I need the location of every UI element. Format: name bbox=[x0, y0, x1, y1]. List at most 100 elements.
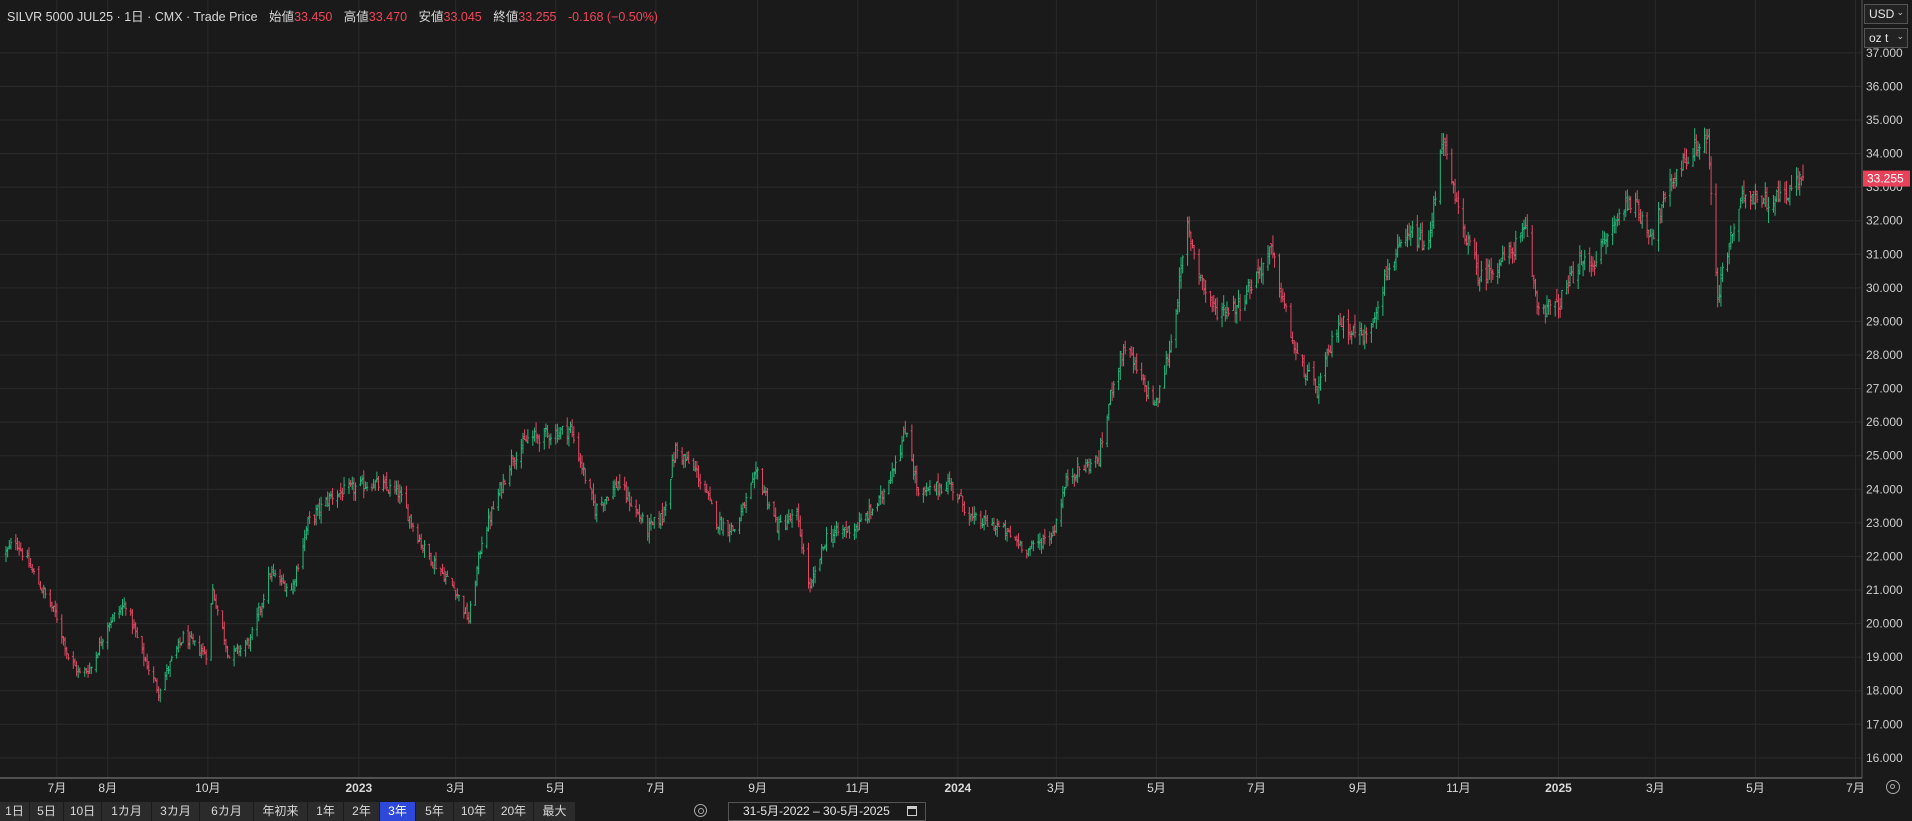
range-button-12[interactable]: 20年 bbox=[494, 802, 534, 821]
ohlc-bar bbox=[362, 470, 365, 499]
ohlc-bar bbox=[1051, 526, 1055, 537]
ohlc-bar bbox=[508, 465, 512, 487]
ohlc-bar bbox=[410, 514, 413, 529]
range-button-8[interactable]: 2年 bbox=[344, 802, 380, 821]
ohlc-bar bbox=[55, 603, 59, 623]
ohlc-bar bbox=[871, 508, 874, 516]
ohlc-bar bbox=[152, 666, 155, 684]
ohlc-bar bbox=[1060, 498, 1063, 527]
ohlc-bar bbox=[1672, 178, 1675, 189]
range-button-7[interactable]: 1年 bbox=[308, 802, 344, 821]
ohlc-bar bbox=[831, 529, 835, 548]
ohlc-bar bbox=[981, 518, 984, 529]
date-range-picker[interactable]: 31-5月-2022 – 30-5月-2025 bbox=[728, 802, 926, 821]
settings-icon[interactable] bbox=[694, 804, 707, 817]
ohlc-bar bbox=[1629, 196, 1632, 214]
ohlc-bar bbox=[1796, 167, 1800, 191]
ohlc-bar bbox=[1317, 376, 1321, 405]
ohlc-bar bbox=[1778, 180, 1782, 203]
ohlc-bar bbox=[904, 420, 907, 435]
unit-select[interactable]: oz t ⌄ bbox=[1864, 28, 1908, 48]
ohlc-bar bbox=[1004, 519, 1007, 541]
range-button-11[interactable]: 10年 bbox=[454, 802, 494, 821]
ohlc-bar bbox=[326, 491, 329, 507]
ohlc-bar bbox=[1581, 260, 1585, 277]
ohlc-bar bbox=[869, 503, 873, 520]
ohlc-bar bbox=[492, 501, 495, 510]
range-button-4[interactable]: 3カ月 bbox=[152, 802, 200, 821]
ohlc-bar bbox=[1261, 262, 1265, 285]
ohlc-bar bbox=[1639, 209, 1642, 225]
ohlc-bar bbox=[29, 558, 32, 569]
ohlc-bar bbox=[1383, 269, 1386, 296]
ohlc-bar bbox=[157, 686, 160, 702]
ohlc-bar bbox=[1714, 183, 1718, 277]
ohlc-bar bbox=[485, 526, 489, 549]
ohlc-bar bbox=[1606, 233, 1609, 248]
ohlc-bar bbox=[272, 563, 275, 576]
ohlc-bar bbox=[78, 667, 82, 674]
ohlc-bar bbox=[1094, 455, 1097, 468]
range-button-10[interactable]: 5年 bbox=[416, 802, 454, 821]
ohlc-bar bbox=[431, 561, 434, 569]
range-button-9[interactable]: 3年 bbox=[380, 802, 416, 821]
ohlc-bar bbox=[370, 483, 374, 492]
ohlc-bar bbox=[818, 558, 822, 572]
ohlc-bar bbox=[213, 589, 216, 601]
ohlc-bar bbox=[913, 465, 917, 484]
ohlc-bar bbox=[1002, 522, 1005, 528]
ohlc-bar bbox=[441, 563, 444, 574]
currency-select[interactable]: USD ⌄ bbox=[1864, 4, 1908, 24]
ohlc-bar bbox=[163, 671, 167, 691]
range-button-6[interactable]: 年初来 bbox=[254, 802, 308, 821]
ohlc-bar bbox=[383, 476, 387, 490]
ohlc-bar bbox=[1741, 185, 1744, 204]
ohlc-bar bbox=[708, 486, 712, 502]
range-button-13[interactable]: 最大 bbox=[534, 802, 576, 821]
range-button-3[interactable]: 1カ月 bbox=[102, 802, 152, 821]
ohlc-bar bbox=[935, 481, 938, 496]
ohlc-bar bbox=[1143, 374, 1147, 393]
ohlc-bar bbox=[1112, 380, 1115, 398]
ohlc-bar bbox=[273, 569, 277, 578]
ohlc-bar bbox=[733, 528, 736, 533]
ohlc-bar bbox=[395, 480, 398, 496]
ohlc-bar bbox=[728, 523, 731, 543]
ohlc-bar bbox=[111, 613, 114, 623]
range-button-0[interactable]: 1日 bbox=[0, 802, 30, 821]
ohlc-bar bbox=[365, 481, 369, 492]
ohlc-bar bbox=[784, 515, 787, 531]
ohlc-bar bbox=[1293, 339, 1296, 354]
ohlc-bar bbox=[1324, 351, 1327, 382]
range-button-5[interactable]: 6カ月 bbox=[200, 802, 254, 821]
ohlc-bar bbox=[1622, 209, 1626, 221]
range-button-1[interactable]: 5日 bbox=[30, 802, 64, 821]
ohlc-bar bbox=[1411, 220, 1414, 238]
ohlc-bar bbox=[511, 455, 515, 467]
ohlc-bar bbox=[1764, 182, 1767, 208]
ohlc-bar bbox=[1475, 241, 1478, 276]
ohlc-bar bbox=[917, 487, 920, 497]
unit-select-label: oz t bbox=[1869, 31, 1889, 45]
range-button-2[interactable]: 10日 bbox=[64, 802, 102, 821]
chart-header: SILVR 5000 JUL25 · 1日 · CMX · Trade Pric… bbox=[7, 6, 658, 25]
ohlc-bar bbox=[500, 481, 503, 499]
ohlc-bar bbox=[1140, 362, 1143, 381]
ohlc-bar bbox=[1683, 147, 1687, 164]
ohlc-bar bbox=[1691, 148, 1695, 167]
ohlc-bar bbox=[170, 655, 173, 662]
ohlc-bar bbox=[1696, 141, 1700, 157]
ohlc-bar bbox=[1558, 297, 1562, 318]
ohlc-bar bbox=[282, 573, 285, 584]
ohlc-bar bbox=[324, 496, 328, 507]
ohlc-bar bbox=[630, 496, 633, 507]
ohlc-bar bbox=[122, 597, 126, 609]
ohlc-bar bbox=[1549, 299, 1552, 315]
ohlc-bar bbox=[1726, 252, 1729, 272]
ohlc-bar bbox=[375, 471, 379, 483]
chart-settings-icon[interactable] bbox=[1886, 780, 1900, 794]
ohlc-bar bbox=[1749, 191, 1752, 210]
ohlc-bar bbox=[232, 645, 236, 667]
